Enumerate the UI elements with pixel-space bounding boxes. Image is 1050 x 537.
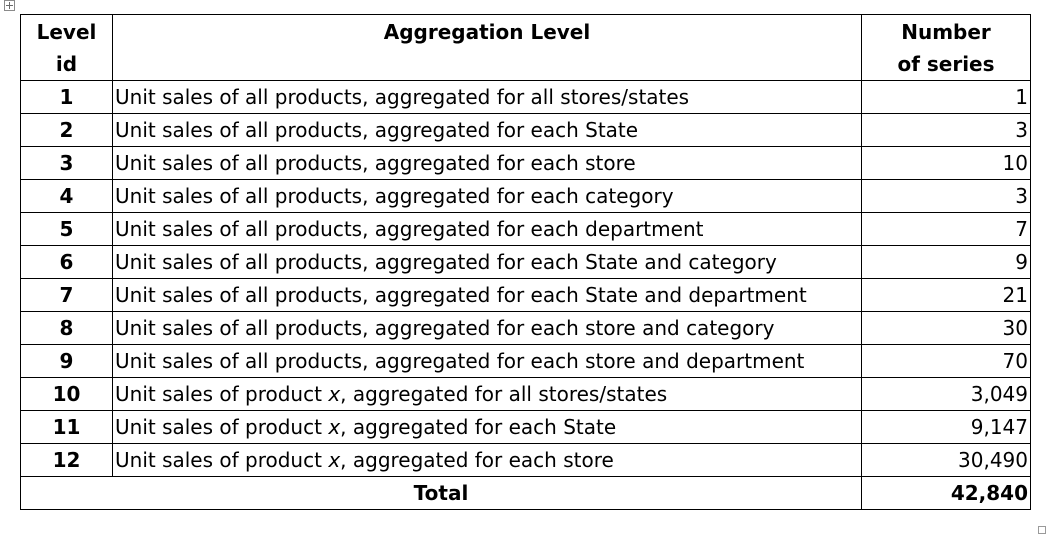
table-row: 9 Unit sales of all products, aggregated … bbox=[20, 344, 1031, 378]
row-level-id: 3 bbox=[20, 146, 113, 180]
row-aggregation-description: Unit sales of all products, aggregated f… bbox=[112, 344, 862, 378]
row-aggregation-description: Unit sales of all products, aggregated f… bbox=[112, 278, 862, 312]
header-number-line1: Number bbox=[901, 20, 991, 44]
row-level-id: 1 bbox=[20, 80, 113, 114]
total-row: Total 42,840 bbox=[20, 476, 1031, 510]
row-level-id: 6 bbox=[20, 245, 113, 279]
row-number-of-series: 3 bbox=[861, 179, 1031, 213]
table-row: 2 Unit sales of all products, aggregated … bbox=[20, 113, 1031, 147]
description-text: Unit sales of all products, aggregated f… bbox=[115, 250, 777, 274]
description-text: Unit sales of all products, aggregated f… bbox=[115, 118, 639, 142]
description-variable: x bbox=[328, 415, 341, 439]
description-text: Unit sales of all products, aggregated f… bbox=[115, 316, 775, 340]
table-row: 8 Unit sales of all products, aggregated … bbox=[20, 311, 1031, 345]
description-text: Unit sales of all products, aggregated f… bbox=[115, 349, 805, 373]
row-level-id: 8 bbox=[20, 311, 113, 345]
table-row: 4 Unit sales of all products, aggregated … bbox=[20, 179, 1031, 213]
description-text: Unit sales of all products, aggregated f… bbox=[115, 184, 674, 208]
aggregation-levels-table: Level id Aggregation Level Number of ser… bbox=[20, 14, 1031, 510]
row-number-of-series: 3 bbox=[861, 113, 1031, 147]
description-text: Unit sales of product bbox=[115, 415, 329, 439]
table-move-handle-icon[interactable] bbox=[4, 0, 15, 11]
row-aggregation-description: Unit sales of product x, aggregated for … bbox=[112, 410, 862, 444]
row-number-of-series: 10 bbox=[861, 146, 1031, 180]
row-aggregation-description: Unit sales of all products, aggregated f… bbox=[112, 311, 862, 345]
row-level-id: 5 bbox=[20, 212, 113, 246]
row-aggregation-description: Unit sales of all products, aggregated f… bbox=[112, 179, 862, 213]
description-text-suffix: , aggregated for all stores/states bbox=[340, 382, 668, 406]
row-number-of-series: 7 bbox=[861, 212, 1031, 246]
row-number-of-series: 9,147 bbox=[861, 410, 1031, 444]
table-row: 6 Unit sales of all products, aggregated … bbox=[20, 245, 1031, 279]
table-row: 11 Unit sales of product x, aggregated fo… bbox=[20, 410, 1031, 444]
table-row: 7 Unit sales of all products, aggregated … bbox=[20, 278, 1031, 312]
row-number-of-series: 21 bbox=[861, 278, 1031, 312]
description-text: Unit sales of product bbox=[115, 382, 329, 406]
row-number-of-series: 70 bbox=[861, 344, 1031, 378]
table-header-row: Level id Aggregation Level Number of ser… bbox=[20, 14, 1031, 81]
description-text: Unit sales of all products, aggregated f… bbox=[115, 217, 704, 241]
row-number-of-series: 3,049 bbox=[861, 377, 1031, 411]
row-level-id: 9 bbox=[20, 344, 113, 378]
table-row: 12 Unit sales of product x, aggregated fo… bbox=[20, 443, 1031, 477]
description-text-suffix: , aggregated for each store bbox=[340, 448, 614, 472]
table-row: 3 Unit sales of all products, aggregated … bbox=[20, 146, 1031, 180]
table-row: 10 Unit sales of product x, aggregated fo… bbox=[20, 377, 1031, 411]
row-level-id: 11 bbox=[20, 410, 113, 444]
row-level-id: 2 bbox=[20, 113, 113, 147]
row-level-id: 4 bbox=[20, 179, 113, 213]
row-level-id: 7 bbox=[20, 278, 113, 312]
row-aggregation-description: Unit sales of all products, aggregated f… bbox=[112, 245, 862, 279]
table-row: 5 Unit sales of all products, aggregated … bbox=[20, 212, 1031, 246]
header-aggregation-level: Aggregation Level bbox=[112, 14, 862, 81]
row-level-id: 10 bbox=[20, 377, 113, 411]
header-number-line2: of series bbox=[897, 52, 995, 76]
description-text: Unit sales of all products, aggregated f… bbox=[115, 85, 690, 109]
row-aggregation-description: Unit sales of product x, aggregated for … bbox=[112, 443, 862, 477]
header-level-id-line2: id bbox=[55, 52, 78, 76]
row-number-of-series: 30 bbox=[861, 311, 1031, 345]
description-text: Unit sales of all products, aggregated f… bbox=[115, 283, 807, 307]
row-aggregation-description: Unit sales of all products, aggregated f… bbox=[112, 113, 862, 147]
header-level-id: Level id bbox=[20, 14, 113, 81]
total-label: Total bbox=[20, 476, 862, 510]
table-row: 1 Unit sales of all products, aggregated … bbox=[20, 80, 1031, 114]
description-variable: x bbox=[328, 382, 341, 406]
row-number-of-series: 1 bbox=[861, 80, 1031, 114]
header-number-of-series: Number of series bbox=[861, 14, 1031, 81]
table-resize-handle-icon[interactable] bbox=[1038, 526, 1046, 534]
row-level-id: 12 bbox=[20, 443, 113, 477]
row-aggregation-description: Unit sales of all products, aggregated f… bbox=[112, 212, 862, 246]
header-level-id-line1: Level bbox=[36, 20, 97, 44]
description-text: Unit sales of all products, aggregated f… bbox=[115, 151, 636, 175]
description-text: Unit sales of product bbox=[115, 448, 329, 472]
row-number-of-series: 9 bbox=[861, 245, 1031, 279]
row-aggregation-description: Unit sales of product x, aggregated for … bbox=[112, 377, 862, 411]
description-variable: x bbox=[328, 448, 341, 472]
row-aggregation-description: Unit sales of all products, aggregated f… bbox=[112, 146, 862, 180]
total-count: 42,840 bbox=[861, 476, 1031, 510]
row-aggregation-description: Unit sales of all products, aggregated f… bbox=[112, 80, 862, 114]
description-text-suffix: , aggregated for each State bbox=[340, 415, 617, 439]
row-number-of-series: 30,490 bbox=[861, 443, 1031, 477]
